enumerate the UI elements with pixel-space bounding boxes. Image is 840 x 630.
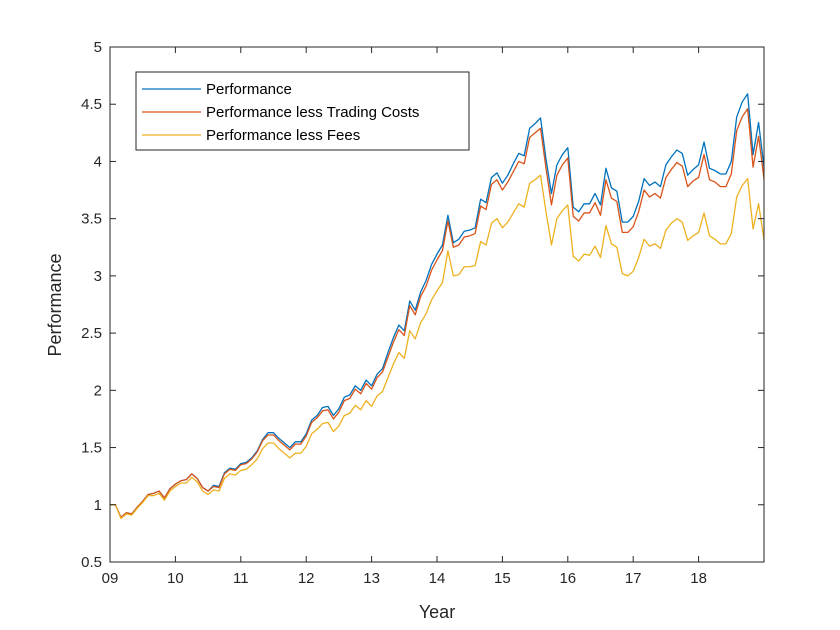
legend: Performance Performance less Trading Cos… — [135, 71, 470, 151]
y-tick-label: 4.5 — [81, 96, 102, 113]
x-tick-label: 16 — [559, 570, 576, 587]
x-axis-label: Year — [419, 602, 455, 622]
x-tick-label: 09 — [102, 570, 119, 587]
y-tick-label: 4 — [94, 153, 102, 170]
x-tick-label: 17 — [625, 570, 642, 587]
y-tick-label: 1 — [94, 497, 102, 514]
series-lines — [110, 93, 765, 520]
x-tick-label: 18 — [690, 570, 707, 587]
x-tick-label: 11 — [233, 570, 249, 587]
legend-label-fees: Performance less Fees — [206, 127, 360, 144]
x-tick-label: 14 — [429, 570, 446, 587]
series-line-2 — [110, 174, 765, 520]
x-tick-label: 15 — [494, 570, 511, 587]
y-tick-label: 3 — [94, 268, 102, 285]
y-tick-label: 2 — [94, 382, 102, 399]
y-tick-label: 3.5 — [81, 211, 102, 228]
x-tick-label: 10 — [167, 570, 184, 587]
series-line-1 — [110, 108, 765, 519]
y-tick-label: 1.5 — [81, 440, 102, 457]
legend-label-performance: Performance — [206, 81, 292, 98]
y-tick-label: 5 — [94, 39, 102, 56]
ticks: 09 10 11 12 13 14 15 16 17 18 0.5 1 1.5 2 2.5 3 3.5 4 4.5 5 — [81, 39, 764, 587]
y-tick-label: 0.5 — [81, 554, 102, 571]
y-axis-label: Performance — [45, 253, 65, 356]
x-tick-label: 12 — [298, 570, 315, 587]
legend-box — [135, 71, 470, 151]
y-tick-label: 2.5 — [81, 325, 102, 342]
x-tick-label: 13 — [363, 570, 380, 587]
legend-label-trading-costs: Performance less Trading Costs — [206, 104, 419, 121]
